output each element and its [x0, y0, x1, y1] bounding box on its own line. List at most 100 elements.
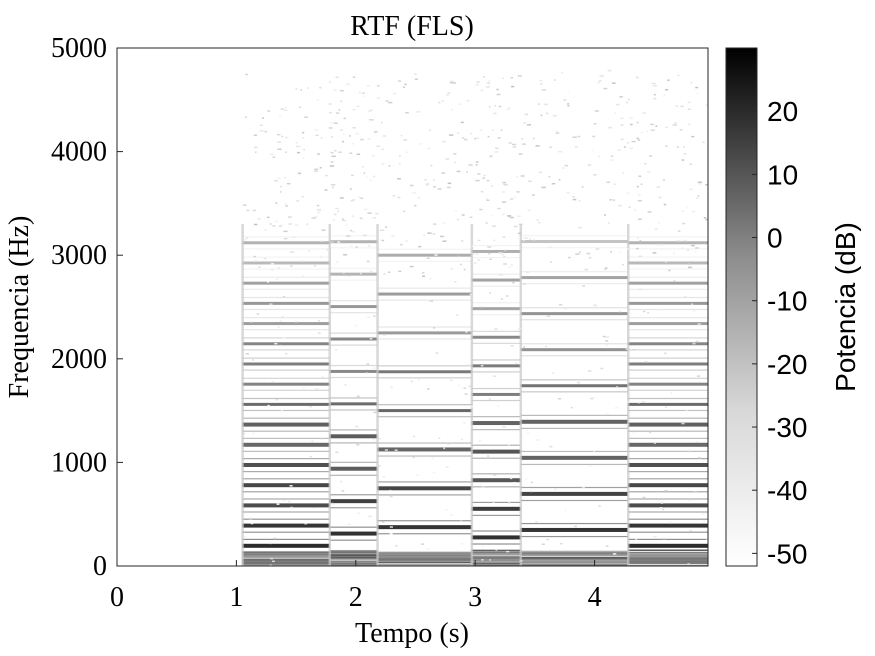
harmonic-line — [628, 462, 708, 467]
noise-speckle — [416, 111, 421, 113]
noise-speckle — [558, 303, 563, 306]
noise-speckle — [476, 253, 479, 256]
noise-speckle — [251, 359, 255, 361]
noise-band — [471, 564, 521, 566]
noise-speckle — [398, 155, 401, 157]
sideband — [242, 551, 330, 553]
noise-speckle — [635, 538, 638, 541]
noise-speckle — [598, 80, 602, 82]
noise-speckle — [660, 502, 663, 504]
noise-speckle — [381, 163, 385, 165]
noise-speckle — [280, 224, 284, 226]
noise-speckle — [658, 196, 662, 199]
noise-speckle — [502, 77, 504, 80]
noise-speckle — [665, 261, 667, 264]
noise-speckle — [478, 440, 482, 442]
noise-speckle — [481, 559, 484, 561]
noise-speckle — [356, 105, 361, 108]
sideband — [242, 329, 330, 331]
noise-speckle — [622, 172, 625, 174]
harmonic-line — [520, 455, 629, 460]
noise-speckle — [610, 251, 612, 253]
noise-speckle — [514, 225, 518, 228]
noise-speckle — [506, 550, 510, 553]
x-axis-label: Tempo (s) — [355, 618, 469, 649]
noise-speckle — [405, 111, 409, 114]
harmonic-line — [471, 478, 521, 483]
noise-speckle — [419, 143, 423, 145]
harmonic-line — [329, 434, 378, 439]
noise-band — [329, 554, 378, 557]
noise-speckle — [437, 188, 442, 190]
noise-speckle — [422, 271, 425, 274]
noise-speckle — [355, 132, 359, 135]
noise-speckle — [285, 107, 287, 109]
noise-band — [377, 564, 472, 566]
noise-speckle — [527, 209, 531, 212]
noise-speckle — [267, 404, 270, 407]
sideband — [377, 287, 472, 289]
noise-speckle — [485, 86, 490, 88]
noise-speckle — [535, 145, 540, 147]
sideband — [329, 235, 378, 237]
noise-speckle — [515, 362, 518, 365]
noise-speckle — [331, 136, 334, 138]
noise-speckle — [286, 182, 291, 185]
noise-speckle — [427, 232, 432, 234]
noise-speckle — [400, 134, 403, 137]
noise-speckle — [385, 226, 387, 228]
noise-speckle — [522, 143, 526, 145]
sideband — [242, 296, 330, 299]
noise-speckle — [497, 137, 501, 139]
noise-speckle — [524, 113, 529, 116]
noise-band — [242, 559, 330, 561]
noise-speckle — [481, 545, 484, 548]
noise-speckle — [443, 447, 446, 450]
noise-speckle — [475, 161, 479, 163]
noise-speckle — [303, 276, 305, 279]
noise-speckle — [362, 92, 365, 94]
noise-speckle — [397, 80, 402, 82]
noise-speckle — [404, 83, 407, 86]
noise-speckle — [457, 132, 460, 134]
noise-speckle — [618, 204, 622, 207]
sideband — [329, 442, 378, 444]
noise-speckle — [351, 199, 356, 201]
plot-area — [116, 47, 709, 567]
noise-speckle — [250, 522, 254, 525]
noise-speckle — [284, 136, 289, 139]
noise-speckle — [655, 125, 658, 127]
noise-speckle — [549, 246, 552, 248]
noise-speckle — [626, 317, 629, 319]
noise-speckle — [276, 133, 281, 136]
noise-speckle — [702, 141, 705, 144]
noise-speckle — [343, 117, 346, 120]
noise-speckle — [494, 105, 497, 107]
noise-speckle — [588, 256, 592, 259]
colorbar-tick-label: 10 — [767, 159, 798, 190]
noise-speckle — [502, 181, 506, 184]
harmonic-line — [377, 370, 472, 374]
noise-speckle — [476, 81, 480, 83]
noise-speckle — [665, 145, 668, 147]
noise-speckle — [508, 142, 512, 144]
noise-speckle — [677, 74, 680, 77]
noise-speckle — [458, 103, 462, 105]
noise-speckle — [474, 262, 477, 264]
noise-speckle — [314, 129, 319, 131]
noise-speckle — [335, 348, 338, 351]
noise-speckle — [504, 249, 507, 252]
sideband — [471, 244, 521, 247]
noise-speckle — [316, 204, 320, 207]
sideband — [520, 499, 629, 502]
y-axis-label: Frequencia (Hz) — [4, 216, 35, 399]
noise-speckle — [494, 151, 499, 153]
noise-speckle — [373, 131, 378, 133]
harmonic-line — [628, 503, 708, 508]
noise-speckle — [485, 222, 488, 224]
noise-speckle — [271, 381, 274, 383]
noise-speckle — [546, 538, 550, 541]
noise-speckle — [405, 240, 408, 242]
noise-speckle — [672, 124, 677, 126]
harmonic-line — [329, 337, 378, 341]
